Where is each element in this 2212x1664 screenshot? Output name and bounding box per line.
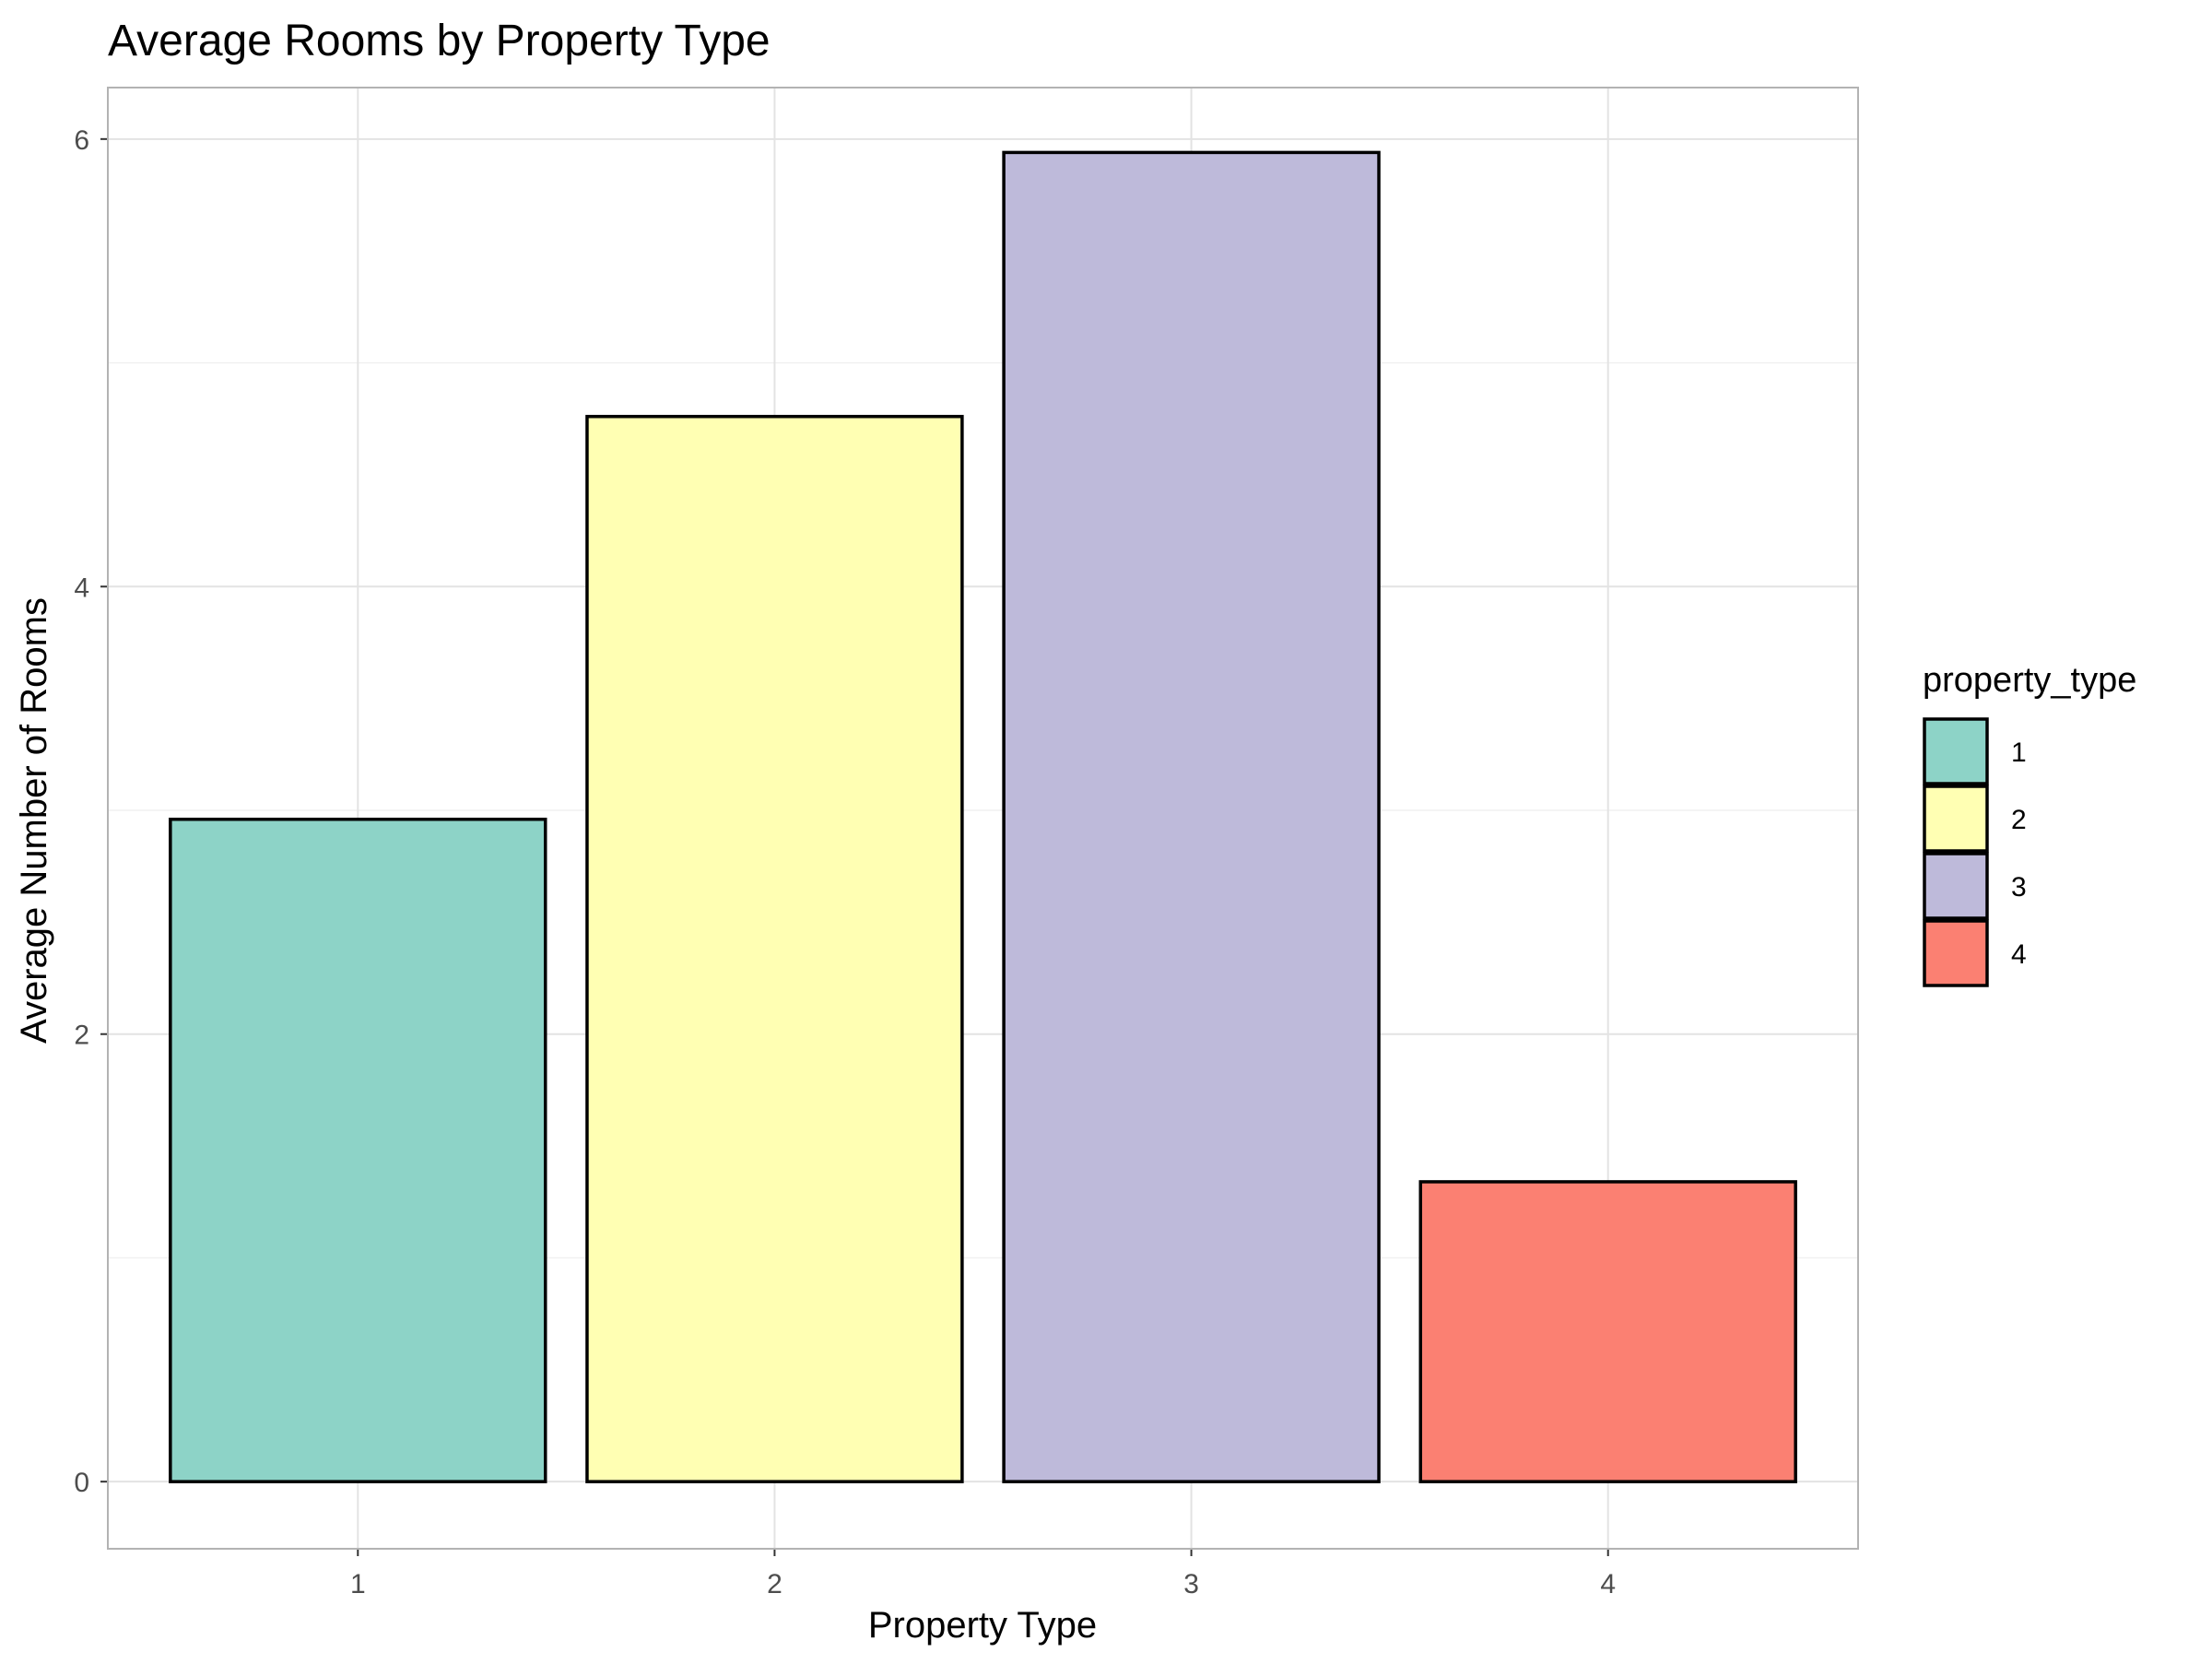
legend: property_type 1 2 3 4 <box>1923 661 2136 987</box>
legend-key-2 <box>1923 785 1989 853</box>
bar-1 <box>169 817 547 1483</box>
legend-label-2: 2 <box>2011 805 2027 835</box>
x-tick-label: 1 <box>350 1569 366 1599</box>
legend-key-3 <box>1923 852 1989 920</box>
y-tick-label: 0 <box>74 1468 89 1498</box>
bar-3 <box>1002 150 1381 1483</box>
legend-label-4: 4 <box>2011 939 2027 970</box>
panel-border <box>107 87 1859 1550</box>
x-tick-label: 4 <box>1600 1569 1616 1599</box>
legend-label-1: 1 <box>2011 738 2027 768</box>
chart-title: Average Rooms by Property Type <box>108 17 771 65</box>
legend-key-1 <box>1923 717 1989 785</box>
x-tick-label: 3 <box>1183 1569 1199 1599</box>
y-tick-label: 2 <box>74 1021 89 1051</box>
x-tick-label: 2 <box>767 1569 782 1599</box>
x-axis-title: Property Type <box>868 1605 1097 1646</box>
axis-ticks: 0 2 4 6 1 2 3 4 <box>74 87 1859 1599</box>
legend-label-3: 3 <box>2011 872 2027 903</box>
y-tick-label: 4 <box>74 572 89 603</box>
y-axis-title: Average Number of Rooms <box>14 597 54 1044</box>
legend-key-4 <box>1923 919 1989 987</box>
y-tick-label: 6 <box>74 125 89 156</box>
bar-4 <box>1418 1180 1797 1483</box>
bars <box>169 150 1797 1483</box>
legend-title: property_type <box>1923 661 2136 700</box>
bar-2 <box>585 415 964 1483</box>
